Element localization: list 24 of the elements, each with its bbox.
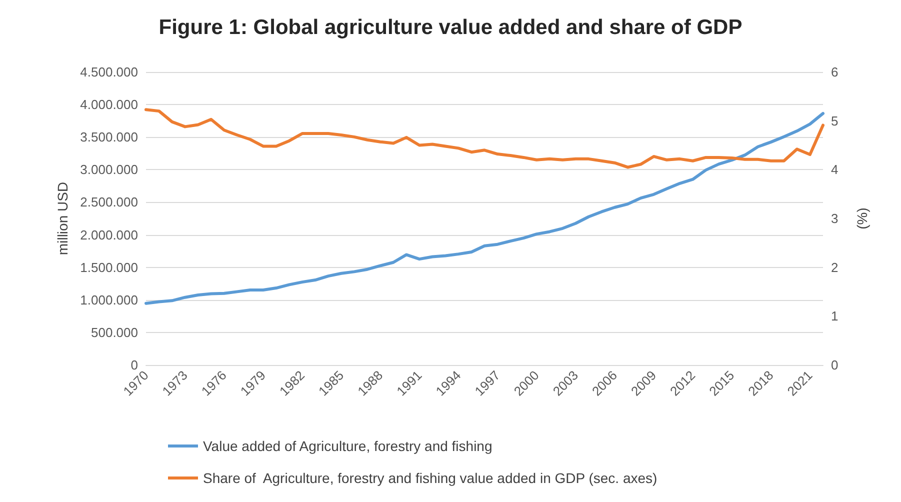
y-tick-label: 2.500.000 [80,194,138,210]
y-tick-label: 3.000.000 [80,162,138,178]
y2-tick-label: 5 [831,113,838,128]
y-tick-label: 4.000.000 [80,97,138,112]
y2-tick-label: 0 [831,358,838,372]
y-tick-label: 1.500.000 [80,260,138,275]
y-tick-label: 0 [130,358,138,372]
line-series [144,112,824,305]
chart-title: Figure 1: Global agriculture value added and share of GDP [158,16,742,39]
y2-tick-label: 6 [831,64,838,80]
y-tick-label: 3.500.000 [80,130,138,145]
y-tick-label: 2.000.000 [80,227,138,242]
y2-tick-label: 3 [831,211,838,226]
y-tick-label: 4.500.000 [80,64,138,80]
y2-tick-label: 4 [831,162,838,178]
line-series [144,108,824,169]
y-axis-title: million USD [54,182,70,256]
y2-axis-title: (%) [854,208,870,230]
y-tick-label: 1.000.000 [80,292,138,308]
y2-tick-label: 1 [831,308,838,324]
y-tick-label: 500.000 [91,324,138,340]
legend-label: Share of Agriculture, forestry and fishing value added in GDP (sec. axes) [203,470,658,486]
legend-label: Value added of Agriculture, forestry and fishing [203,438,492,454]
y2-tick-label: 2 [831,260,838,275]
